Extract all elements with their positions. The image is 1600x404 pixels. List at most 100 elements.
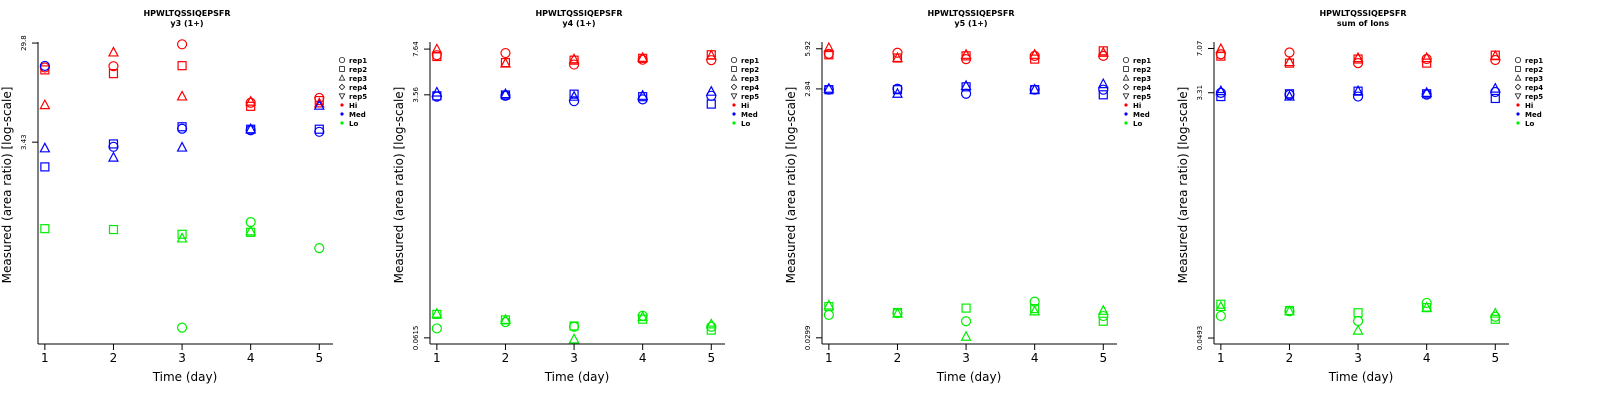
data-point: [569, 89, 579, 99]
data-point: [961, 303, 971, 313]
data-point: [39, 142, 51, 153]
data-point: [40, 224, 50, 234]
data-point: [1352, 51, 1364, 63]
x-tick-label: 3: [1354, 351, 1362, 365]
data-point: [637, 310, 649, 322]
x-tick-label: 5: [315, 351, 323, 365]
data-point: [706, 99, 716, 109]
series-lo: [40, 216, 325, 333]
legend-rep1-marker: [1514, 56, 1522, 64]
data-point: [1029, 305, 1041, 316]
data-point: [1283, 90, 1295, 101]
data-point: [824, 85, 834, 95]
series-med: [823, 77, 1109, 100]
x-tick-label: 1: [433, 351, 441, 365]
series-med: [1215, 82, 1501, 104]
data-point: [823, 82, 835, 93]
data-point: [568, 96, 580, 107]
data-point: [1097, 304, 1109, 315]
data-point: [1353, 308, 1363, 318]
x-tick-label: 4: [1031, 351, 1039, 365]
data-point: [314, 243, 325, 254]
legend-label: rep3: [1525, 75, 1543, 83]
data-point: [1352, 315, 1364, 327]
data-point: [1422, 58, 1432, 68]
series-hi: [39, 39, 325, 111]
data-point: [1284, 58, 1295, 68]
legend-label: Med: [1133, 111, 1150, 119]
data-point: [313, 99, 325, 110]
data-point: [1422, 89, 1432, 99]
data-point: [1098, 316, 1108, 326]
legend-label: rep1: [349, 57, 367, 65]
data-point: [1215, 84, 1227, 96]
data-point: [314, 95, 324, 106]
legend-label: Lo: [1525, 120, 1534, 128]
legend-rep3-marker: [730, 74, 738, 81]
data-point: [568, 90, 580, 101]
legend-rep2-marker: [339, 66, 345, 72]
chart-subtitle: y5 (1+): [954, 19, 987, 28]
data-point: [1216, 91, 1226, 102]
chart-title: HPWLTQSSIQEPSFR: [1319, 9, 1406, 18]
data-point: [637, 89, 649, 100]
legend-label: rep2: [1525, 66, 1543, 74]
series-med: [39, 60, 325, 172]
data-point: [638, 92, 648, 102]
chart-title: HPWLTQSSIQEPSFR: [927, 9, 1014, 18]
data-point: [176, 141, 188, 152]
data-point: [1216, 299, 1226, 309]
y-tick-label: 5.92: [804, 41, 812, 57]
chart-title: HPWLTQSSIQEPSFR: [143, 9, 230, 18]
x-tick-label: 1: [1217, 351, 1225, 365]
legend-label: rep4: [1525, 84, 1543, 92]
series-hi: [431, 43, 717, 70]
data-point: [823, 299, 835, 310]
x-tick-label: 1: [41, 351, 49, 365]
legend-rep4-marker: [1122, 83, 1130, 91]
y-tick-label: 7.64: [412, 41, 420, 57]
data-point: [499, 87, 511, 99]
legend-rep3-marker: [338, 74, 346, 81]
x-axis-label: Time (day): [1328, 370, 1394, 384]
y-tick-label: 29.8: [20, 35, 28, 51]
data-point: [1215, 42, 1227, 54]
series-lo: [431, 307, 717, 344]
data-point: [1030, 304, 1040, 314]
data-point: [313, 97, 325, 108]
legend-label: rep4: [349, 84, 367, 92]
data-point: [1215, 300, 1227, 312]
legend-hi-marker: [1516, 103, 1520, 107]
data-point: [176, 322, 188, 333]
legend-hi-marker: [732, 103, 736, 107]
data-point: [1352, 84, 1364, 96]
series-lo: [1215, 297, 1501, 335]
x-tick-label: 3: [570, 351, 578, 365]
data-point: [1489, 82, 1501, 93]
data-point: [1283, 304, 1295, 316]
legend-rep1-marker: [730, 56, 738, 64]
legend-rep4-marker: [338, 83, 346, 91]
y-axis-label: Measured (area ratio) [log-scale]: [784, 87, 798, 284]
legend-label: rep1: [1133, 57, 1151, 65]
data-point: [637, 51, 649, 62]
legend-rep2-marker: [731, 66, 737, 72]
data-point: [1421, 297, 1432, 309]
legend-rep2-marker: [1123, 66, 1129, 72]
x-tick-label: 5: [1491, 351, 1499, 365]
legend-med-marker: [1516, 112, 1520, 116]
legend-label: Hi: [1133, 102, 1141, 110]
data-point: [960, 79, 972, 91]
legend-hi-marker: [340, 103, 344, 107]
data-point: [1489, 49, 1501, 61]
data-point: [431, 307, 443, 318]
legend-label: Lo: [349, 120, 358, 128]
data-point: [176, 90, 188, 101]
y-tick-label: 7.07: [1196, 41, 1204, 57]
y-tick-label: 2.84: [804, 81, 812, 97]
data-point: [1030, 54, 1040, 64]
